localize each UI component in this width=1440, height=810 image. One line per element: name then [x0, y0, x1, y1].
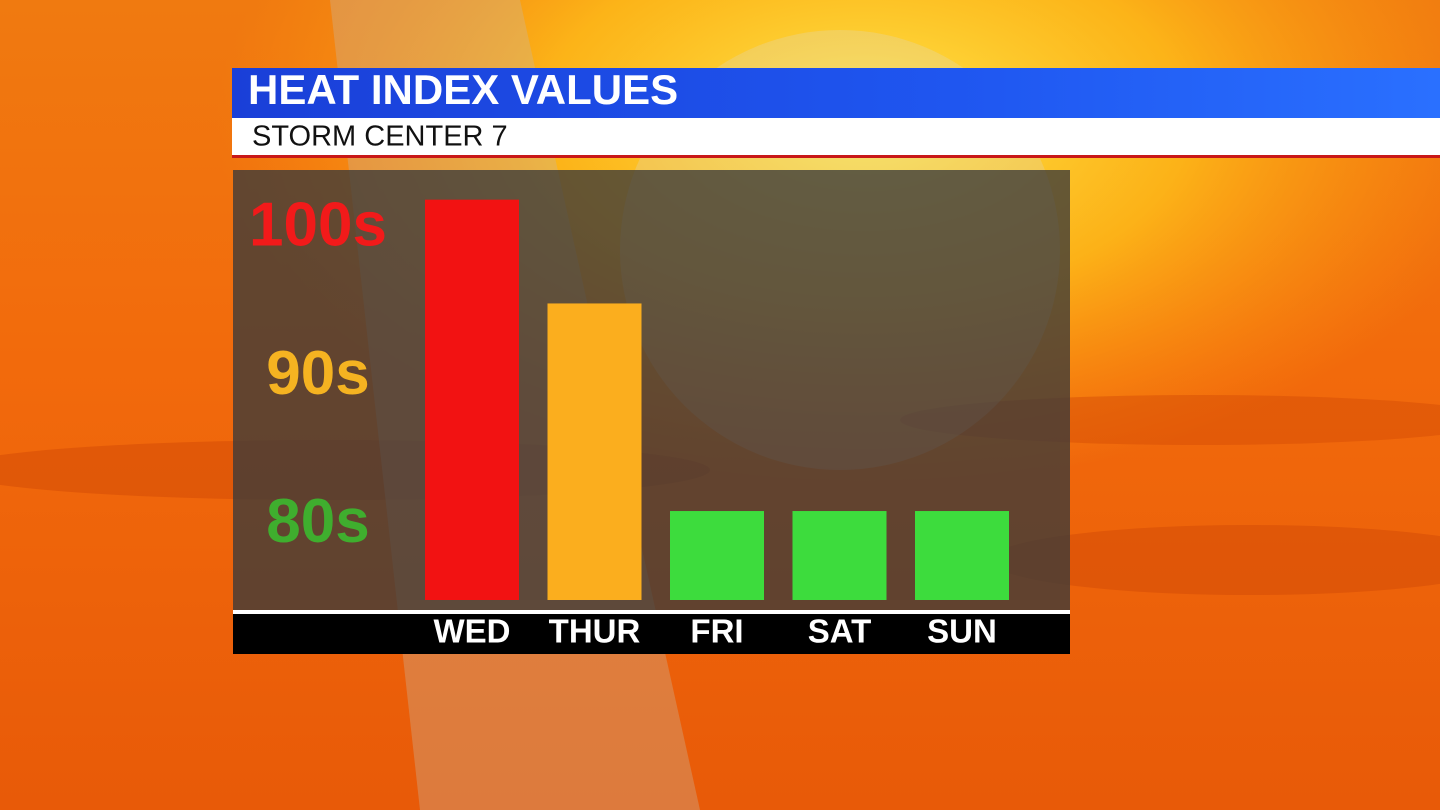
banner-rule — [232, 155, 1440, 158]
bar — [670, 511, 764, 600]
x-tick-label: THUR — [549, 613, 641, 650]
bar — [547, 303, 642, 600]
subtitle-banner — [232, 118, 1440, 157]
x-tick-label: SAT — [808, 613, 872, 650]
baseline — [233, 610, 1070, 614]
x-tick-label: WED — [434, 613, 511, 650]
y-tick-label: 90s — [266, 339, 369, 408]
x-tick-label: FRI — [690, 613, 743, 650]
category-strip — [233, 614, 1070, 654]
y-tick-label: 80s — [266, 487, 369, 556]
chart-subtitle: STORM CENTER 7 — [252, 121, 508, 153]
title-banner — [232, 68, 1440, 118]
cloud — [990, 525, 1440, 595]
bar — [915, 511, 1009, 600]
chart-title: HEAT INDEX VALUES — [248, 66, 678, 113]
bar — [425, 199, 519, 601]
plot: 80s 90s 100s WED THUR FRI SAT SUN — [249, 191, 1009, 650]
bar — [792, 511, 887, 600]
x-tick-label: SUN — [927, 613, 997, 650]
y-tick-label: 100s — [249, 191, 387, 260]
